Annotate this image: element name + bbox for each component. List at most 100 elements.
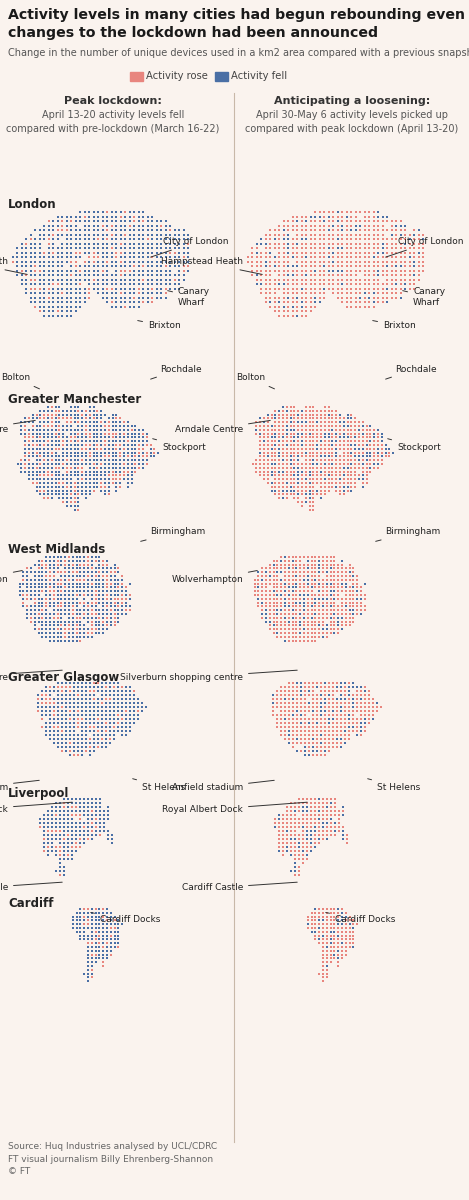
Point — [50, 682, 58, 701]
Point — [110, 689, 118, 708]
Point — [25, 409, 33, 428]
Point — [130, 239, 138, 258]
Point — [60, 450, 67, 469]
Point — [44, 473, 52, 492]
Point — [295, 845, 303, 864]
Point — [351, 413, 359, 432]
Point — [69, 577, 76, 596]
Point — [352, 283, 359, 302]
Point — [45, 301, 52, 320]
Point — [299, 841, 307, 860]
Point — [371, 439, 378, 458]
Point — [370, 224, 377, 244]
Point — [72, 814, 80, 833]
Point — [42, 689, 50, 708]
Point — [81, 934, 88, 953]
Point — [86, 730, 94, 749]
Point — [303, 805, 311, 824]
Point — [338, 619, 346, 638]
Point — [287, 406, 295, 425]
Point — [343, 252, 350, 271]
Point — [339, 826, 347, 845]
Point — [272, 420, 279, 439]
Point — [166, 260, 174, 280]
Point — [90, 397, 98, 416]
Point — [72, 247, 79, 266]
Point — [323, 608, 331, 628]
Point — [124, 469, 131, 488]
Point — [43, 600, 50, 619]
Point — [307, 239, 314, 258]
Point — [347, 229, 355, 248]
Point — [313, 485, 321, 504]
Point — [96, 608, 103, 628]
Point — [113, 416, 120, 436]
Point — [289, 270, 296, 289]
Point — [52, 443, 60, 462]
Point — [329, 677, 337, 696]
Point — [84, 930, 92, 949]
Point — [135, 239, 142, 258]
Point — [319, 953, 327, 972]
Point — [295, 409, 302, 428]
Point — [278, 547, 285, 566]
Point — [56, 488, 63, 508]
Point — [298, 401, 306, 420]
Point — [35, 608, 42, 628]
Point — [111, 608, 118, 628]
Point — [309, 730, 317, 749]
Point — [266, 288, 274, 307]
Point — [280, 234, 287, 253]
Point — [331, 926, 338, 946]
Point — [22, 450, 29, 469]
Point — [275, 817, 283, 836]
Point — [50, 677, 58, 696]
Point — [106, 701, 114, 720]
Point — [331, 586, 338, 605]
Point — [37, 416, 44, 436]
Point — [67, 469, 75, 488]
Point — [388, 242, 395, 262]
Point — [61, 577, 69, 596]
Point — [298, 206, 305, 226]
Point — [348, 406, 355, 425]
Text: changes to the lockdown had been announced: changes to the lockdown had been announc… — [8, 26, 378, 40]
Point — [275, 424, 283, 443]
Point — [289, 239, 296, 258]
Point — [297, 730, 305, 749]
Point — [356, 252, 364, 271]
Point — [31, 605, 38, 624]
Point — [42, 725, 50, 744]
Point — [273, 586, 281, 605]
Point — [111, 937, 118, 956]
Point — [60, 821, 68, 840]
Point — [130, 713, 138, 732]
Point — [112, 224, 120, 244]
Point — [336, 469, 344, 488]
Point — [283, 420, 291, 439]
Point — [68, 833, 76, 852]
Point — [295, 424, 302, 443]
Point — [58, 689, 66, 708]
Point — [329, 252, 337, 271]
Point — [31, 242, 39, 262]
Point — [84, 790, 92, 809]
Point — [331, 624, 338, 643]
Point — [350, 586, 357, 605]
Point — [319, 941, 327, 960]
Point — [36, 242, 43, 262]
Point — [315, 817, 323, 836]
Point — [18, 260, 25, 280]
Point — [25, 436, 33, 455]
Point — [346, 589, 353, 608]
Point — [323, 918, 331, 937]
Point — [101, 443, 109, 462]
Point — [356, 224, 364, 244]
Point — [94, 685, 102, 704]
Point — [94, 283, 102, 302]
Point — [352, 242, 359, 262]
Point — [307, 821, 315, 840]
Point — [340, 413, 348, 432]
Point — [371, 455, 378, 474]
Point — [104, 805, 112, 824]
